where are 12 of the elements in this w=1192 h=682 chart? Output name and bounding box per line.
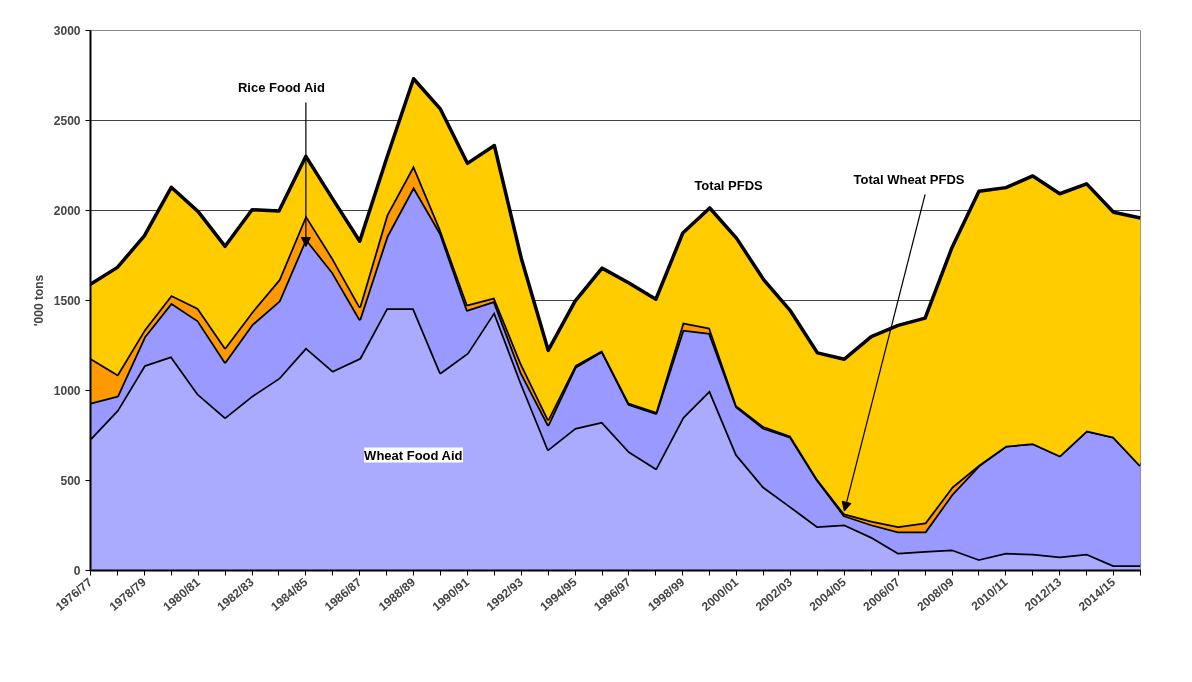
y-tick-label: 2000: [53, 204, 81, 218]
y-tick-label: 1000: [53, 384, 81, 398]
y-tick-label: 1500: [53, 294, 81, 308]
y-tick-label: 2500: [53, 114, 81, 128]
y-tick-label: 3000: [53, 24, 81, 38]
annotation: Rice Food Aid: [237, 80, 325, 96]
annotation: Total PFDS: [694, 177, 764, 193]
y-axis-title: '000 tons: [31, 274, 46, 327]
y-tick-label: 500: [60, 474, 81, 488]
annotation: Wheat Food Aid: [364, 447, 463, 463]
annotation: Total Wheat PFDS: [853, 172, 965, 188]
y-tick-label: 0: [73, 564, 81, 578]
